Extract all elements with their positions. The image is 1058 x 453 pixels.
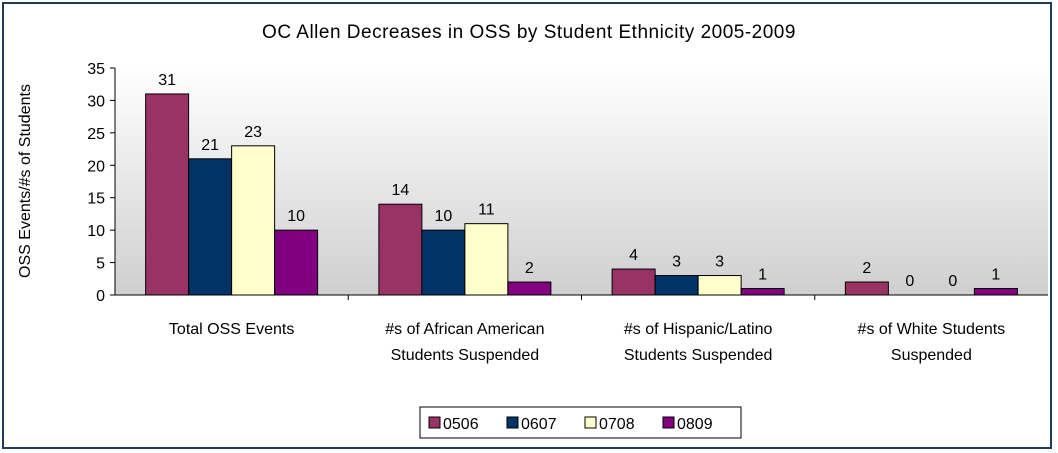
y-tick-label: 25	[87, 126, 105, 143]
bar	[464, 223, 509, 296]
data-label: 1	[758, 267, 767, 284]
legend-entry: 0708	[599, 416, 635, 433]
bar	[611, 268, 656, 296]
legend-box	[419, 406, 742, 439]
data-label: 23	[244, 124, 262, 141]
legend-entry: 0506	[443, 416, 479, 433]
data-label: 14	[391, 182, 409, 199]
bar	[507, 281, 552, 296]
legend-swatch	[662, 416, 675, 429]
y-tick-label: 30	[87, 93, 105, 110]
y-tick-label: 10	[87, 223, 105, 240]
legend-entry: 0809	[677, 416, 713, 433]
y-tick-label: 15	[87, 191, 105, 208]
bar	[274, 229, 319, 296]
bar	[231, 145, 276, 296]
x-tick-label: #s of White Students	[858, 321, 1006, 338]
legend-swatch	[506, 416, 519, 429]
x-tick-label: #s of African American	[385, 321, 544, 338]
y-tick-label: 5	[96, 256, 105, 273]
data-label: 3	[715, 254, 724, 271]
x-tick-label: #s of Hispanic/Latino	[624, 321, 773, 338]
bar	[378, 203, 423, 296]
y-tick-label: 0	[96, 288, 105, 305]
data-label: 10	[287, 208, 305, 225]
x-tick-label: Students Suspended	[624, 347, 773, 364]
data-label: 2	[862, 260, 871, 277]
data-label: 0	[905, 273, 914, 290]
bar	[421, 229, 466, 296]
bar	[188, 158, 233, 296]
y-tick-label: 35	[87, 61, 105, 78]
legend-swatch	[428, 416, 441, 429]
x-tick-label: Suspended	[891, 347, 972, 364]
data-label: 11	[478, 202, 495, 219]
y-tick-label: 20	[87, 158, 105, 175]
data-label: 21	[201, 137, 219, 154]
data-label: 1	[991, 267, 1000, 284]
data-label: 0	[948, 273, 957, 290]
bar	[740, 288, 785, 296]
legend-swatch	[584, 416, 597, 429]
x-tick-label: Total OSS Events	[169, 321, 294, 338]
bar	[973, 288, 1018, 296]
data-label: 2	[525, 260, 534, 277]
bar	[145, 93, 190, 296]
legend-entry: 0607	[521, 416, 557, 433]
data-label: 31	[158, 72, 176, 89]
bar	[697, 275, 742, 296]
data-label: 4	[629, 247, 638, 264]
data-label: 10	[434, 208, 452, 225]
legend: 0506 0607 0708 0809	[419, 406, 742, 439]
bar	[844, 281, 889, 296]
y-axis-title: OSS Events/#s of Students	[17, 84, 34, 278]
data-label: 3	[672, 254, 681, 271]
x-tick-label: Students Suspended	[391, 347, 540, 364]
bar	[654, 275, 699, 296]
chart-title: OC Allen Decreases in OSS by Student Eth…	[262, 22, 796, 43]
